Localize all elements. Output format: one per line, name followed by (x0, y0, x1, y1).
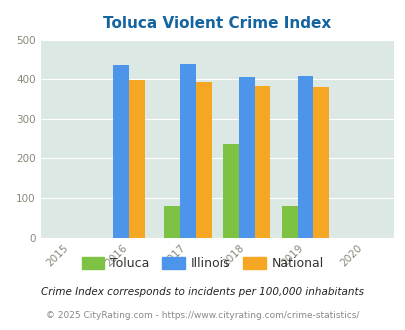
Bar (164, 206, 179, 238)
Bar (297, 76, 313, 238)
Bar (254, 86, 270, 238)
Text: Crime Index corresponds to incidents per 100,000 inhabitants: Crime Index corresponds to incidents per… (41, 287, 364, 297)
Bar (222, 144, 238, 238)
Title: Toluca Violent Crime Index: Toluca Violent Crime Index (103, 16, 330, 31)
Bar (281, 206, 297, 238)
Bar (128, 80, 145, 238)
Bar (113, 65, 128, 238)
Bar (179, 64, 195, 238)
Legend: Toluca, Illinois, National: Toluca, Illinois, National (77, 252, 328, 275)
Bar (195, 82, 211, 238)
Bar (313, 87, 328, 238)
Text: © 2025 CityRating.com - https://www.cityrating.com/crime-statistics/: © 2025 CityRating.com - https://www.city… (46, 311, 359, 320)
Bar (238, 77, 254, 238)
